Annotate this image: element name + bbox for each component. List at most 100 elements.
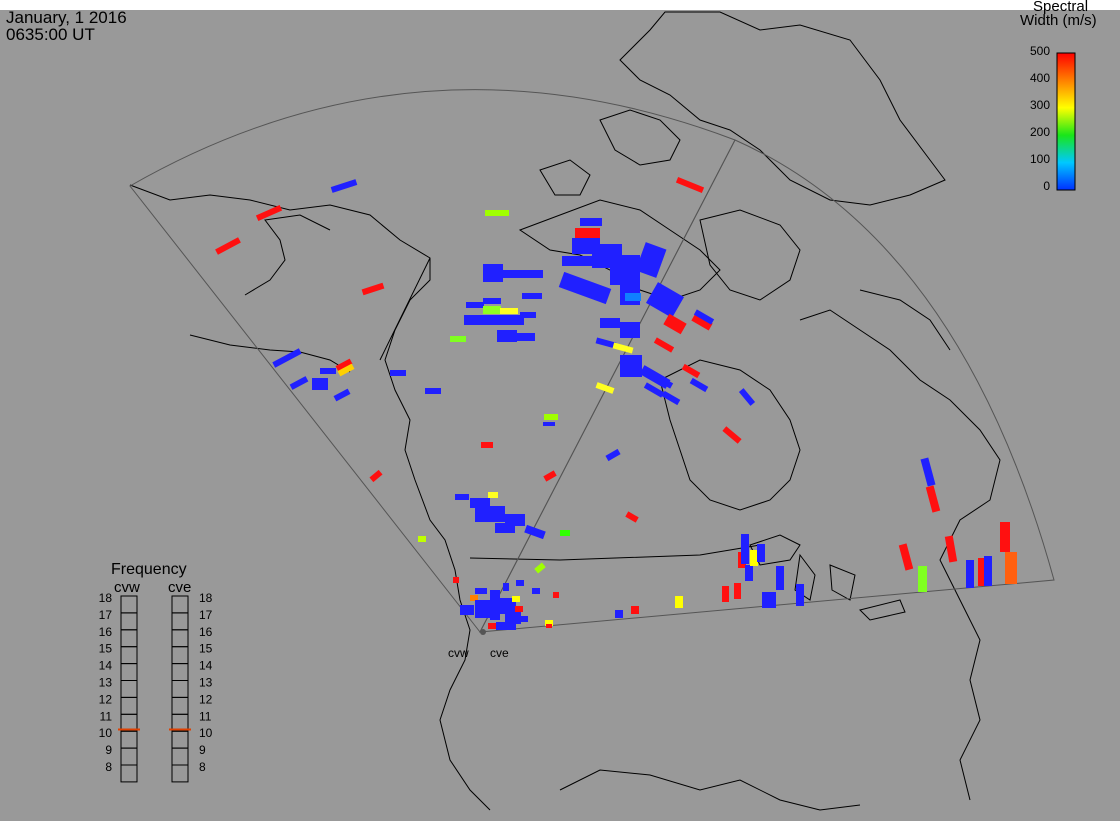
scatter-cells [215,176,1017,630]
echo-cell [522,293,542,299]
echo-cell [625,511,639,523]
frequency-tick-label: 9 [199,743,206,757]
echo-cell [460,605,474,615]
echo-cell [475,588,487,594]
echo-cell [496,622,516,630]
frequency-tick-label: 12 [199,692,213,706]
time-label: 0635:00 UT [6,25,95,44]
echo-cell [918,566,927,592]
echo-cell [925,485,941,513]
coastlines [129,11,1001,811]
echo-cell [520,616,528,622]
frequency-tick-label: 13 [199,676,213,690]
frequency-radar-label-cvw: cvw [114,579,140,596]
lake-huron [829,564,856,601]
echo-cell [320,368,336,374]
echo-cell [762,592,776,608]
radar-site-label-cvw: cvw [448,646,469,660]
echo-cell [488,492,498,498]
echo-cell [481,442,493,448]
frequency-tick-label: 17 [99,608,113,622]
echo-cell [738,388,756,406]
echo-cell [475,506,505,522]
echo-cell [483,306,501,314]
frequency-tick-label: 18 [199,591,213,605]
frequency-tick-label: 13 [99,676,113,690]
colorbar-tick-label: 100 [1030,152,1050,166]
frequency-tick-label: 16 [99,625,113,639]
echo-cell [532,588,540,594]
echo-cell [652,373,674,389]
echo-cell [455,494,469,500]
arctic-island-1 [539,159,591,196]
frequency-cell [120,764,138,783]
echo-cell [575,228,600,238]
alaska-west [244,214,331,296]
echo-cell [425,388,441,394]
colorbar-tick-label: 0 [1043,179,1050,193]
echo-cell [978,558,985,586]
echo-cell [418,536,426,542]
lake-erie [859,599,906,621]
echo-cell [470,498,490,508]
echo-cell [595,337,617,349]
echo-cell [920,457,936,487]
colorbar-tick-label: 500 [1030,44,1050,58]
echo-cell [490,590,500,620]
echo-cell [560,530,570,536]
echo-cell [984,556,992,586]
echo-cell [553,592,559,598]
lake-michigan [794,553,816,601]
echo-cell [615,610,623,618]
echo-cell [543,422,555,426]
colorbar-units: Width (m/s) [1020,12,1097,29]
frequency-tick-label: 10 [99,726,113,740]
frequency-title: Frequency [111,561,187,578]
echo-cell [464,315,524,325]
echo-cell [691,313,713,331]
echo-cell [620,322,640,338]
echo-cell [966,560,974,588]
echo-cell [495,523,515,533]
frequency-bars [118,595,191,783]
date-label: January, 1 2016 [6,8,127,27]
echo-cell [612,342,634,354]
echo-cell [722,426,742,444]
echo-cell [776,566,784,590]
hudson-bay [659,359,801,511]
echo-cell [255,204,283,222]
alaska-canada-border [379,257,431,361]
echo-cell [757,544,765,562]
echo-cell [595,382,615,394]
frequency-column-cvw [118,595,140,783]
echo-cell [675,176,705,194]
frequency-tick-label: 12 [99,692,113,706]
echo-cell [453,577,459,583]
frequency-tick-label: 11 [100,709,113,723]
frequency-panel: 18 18 17 17 16 16 15 15 14 14 13 13 12 12 11 11 10 10 9 9 8 8 [99,591,213,783]
labrador-north [859,289,951,351]
fov-outlines [129,89,1055,633]
colorbar-tick-label: 400 [1030,71,1050,85]
echo-cell [483,264,503,282]
greenland-outline [619,11,946,206]
echo-cell [505,612,521,624]
echo-cell [483,298,501,304]
frequency-cell [171,764,189,783]
echo-cell [450,336,466,342]
echo-cell [722,586,729,602]
echo-cell [512,596,520,602]
echo-cell [333,388,351,402]
echo-cell [534,562,546,574]
echo-cell [693,309,715,325]
echo-cell [503,270,543,278]
echo-cell [485,210,509,216]
echo-cell [369,469,383,483]
echo-cell [215,237,241,255]
echo-cell [337,363,355,377]
echo-cell [605,448,621,462]
echo-cell [1005,552,1017,584]
echo-cell [312,378,328,390]
